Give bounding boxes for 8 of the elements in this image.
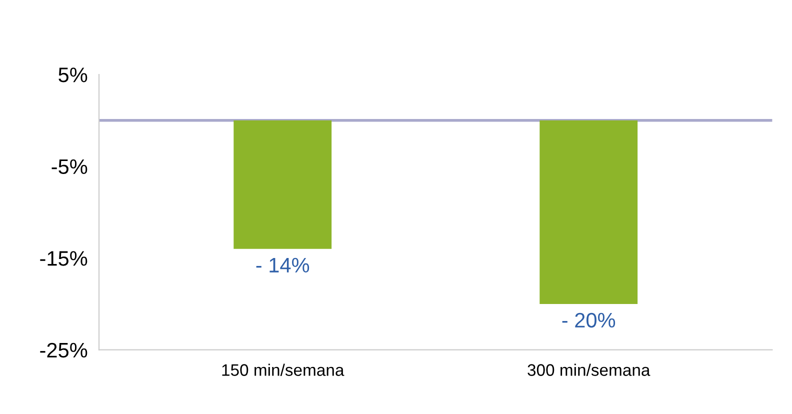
data-label: - 20% [562, 312, 616, 328]
y-tick-label: -5% [52, 159, 88, 174]
y-tick-label: -25% [40, 342, 88, 358]
y-tick-label: -15% [40, 251, 88, 266]
x-tick-label: 300 min/semana [528, 364, 650, 376]
x-tick-label: 150 min/semana [222, 364, 344, 376]
data-label: - 14% [256, 258, 310, 272]
y-tick-label: 5% [58, 68, 88, 82]
